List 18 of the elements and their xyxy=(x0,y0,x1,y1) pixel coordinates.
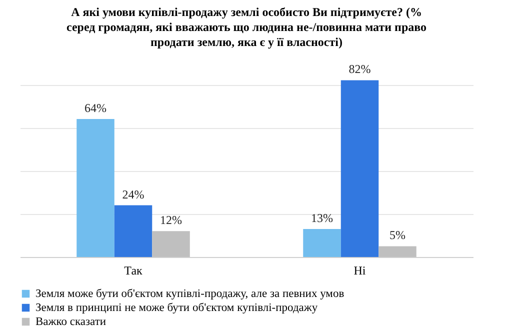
data-label: 64% xyxy=(84,101,106,116)
x-tick-label: Так xyxy=(124,264,143,278)
legend-label: Земля в принципі не може бути об'єктом купівлі-продажу xyxy=(36,302,318,314)
bar xyxy=(76,119,114,257)
data-label: 24% xyxy=(122,187,144,202)
data-label: 82% xyxy=(348,62,371,76)
chart-title: А які умови купівлі-продажу землі особисто Ви підтримуєте? (% серед громадян, які вважають що людина не-/повинна мати право продати землю, яка є у її власності) xyxy=(66,5,427,49)
data-label: 5% xyxy=(390,228,406,242)
bar xyxy=(152,231,190,257)
bar xyxy=(303,228,341,257)
x-tick-label: Ні xyxy=(354,264,366,278)
legend-label: Важко сказати xyxy=(36,316,106,328)
bar xyxy=(114,205,152,257)
data-label: 12% xyxy=(160,213,182,228)
bar xyxy=(378,246,416,257)
bar xyxy=(340,80,379,257)
data-label: 13% xyxy=(311,210,333,225)
legend-label: Земля може бути об'єктом купівлі-продажу, але за певних умов xyxy=(36,288,345,300)
